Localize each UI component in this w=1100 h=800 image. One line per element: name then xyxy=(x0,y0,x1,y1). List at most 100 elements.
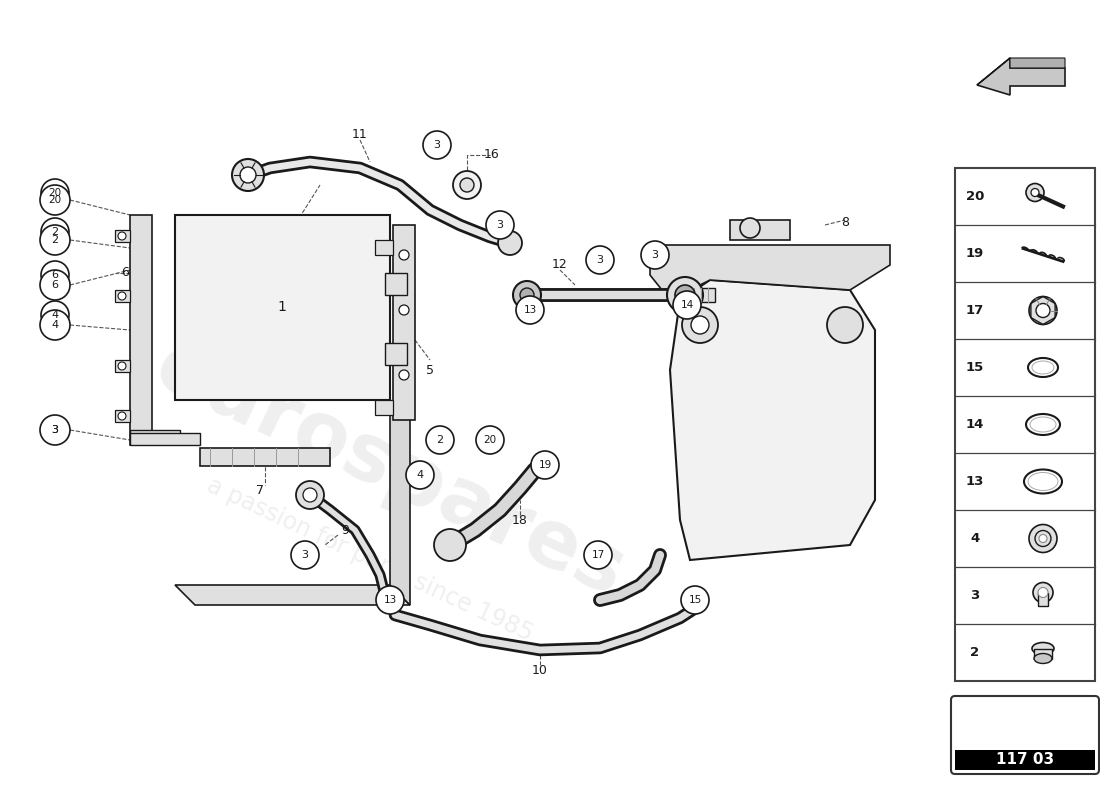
Polygon shape xyxy=(977,58,1065,95)
Text: 15: 15 xyxy=(966,361,984,374)
Circle shape xyxy=(118,232,127,240)
Text: 13: 13 xyxy=(384,595,397,605)
Circle shape xyxy=(41,261,69,289)
Circle shape xyxy=(453,171,481,199)
Circle shape xyxy=(681,586,710,614)
Text: 3: 3 xyxy=(496,220,504,230)
Text: 10: 10 xyxy=(532,663,548,677)
Text: 1: 1 xyxy=(277,300,286,314)
Text: 3: 3 xyxy=(301,550,308,560)
Text: 15: 15 xyxy=(689,595,702,605)
Bar xyxy=(130,433,200,445)
Circle shape xyxy=(41,218,69,246)
Circle shape xyxy=(1031,189,1040,197)
Circle shape xyxy=(41,416,69,444)
Text: 5: 5 xyxy=(426,363,434,377)
Circle shape xyxy=(513,281,541,309)
Text: 3: 3 xyxy=(970,589,980,602)
Text: 13: 13 xyxy=(524,305,537,315)
Text: 4: 4 xyxy=(970,532,980,545)
Text: 3: 3 xyxy=(52,425,58,435)
Circle shape xyxy=(1033,582,1053,602)
Text: 6: 6 xyxy=(52,280,58,290)
Circle shape xyxy=(434,529,466,561)
Circle shape xyxy=(691,316,710,334)
Circle shape xyxy=(232,159,264,191)
Circle shape xyxy=(740,218,760,238)
Circle shape xyxy=(641,241,669,269)
Text: 20: 20 xyxy=(966,190,984,203)
Circle shape xyxy=(40,415,70,445)
Circle shape xyxy=(40,270,70,300)
Text: 2: 2 xyxy=(52,227,58,237)
Text: 2: 2 xyxy=(52,235,58,245)
Text: 3: 3 xyxy=(596,255,604,265)
Text: 4: 4 xyxy=(52,320,58,330)
Text: 13: 13 xyxy=(966,475,984,488)
Text: 3: 3 xyxy=(433,140,440,150)
Text: 3: 3 xyxy=(651,250,659,260)
Circle shape xyxy=(586,246,614,274)
Text: 14: 14 xyxy=(966,418,984,431)
Bar xyxy=(393,225,415,420)
Circle shape xyxy=(1028,297,1057,325)
Bar xyxy=(130,430,180,440)
Circle shape xyxy=(376,586,404,614)
Bar xyxy=(1038,593,1048,606)
Text: 2: 2 xyxy=(970,646,980,659)
Circle shape xyxy=(682,307,718,343)
Circle shape xyxy=(40,225,70,255)
Circle shape xyxy=(516,296,544,324)
Bar xyxy=(175,215,390,400)
Circle shape xyxy=(399,305,409,315)
Circle shape xyxy=(40,185,70,215)
Polygon shape xyxy=(650,245,890,300)
Bar xyxy=(1034,649,1052,658)
Text: 6: 6 xyxy=(52,270,58,280)
Bar xyxy=(730,220,790,240)
Circle shape xyxy=(118,292,127,300)
Circle shape xyxy=(673,291,701,319)
Circle shape xyxy=(424,131,451,159)
Circle shape xyxy=(1026,183,1044,202)
Circle shape xyxy=(41,179,69,207)
Circle shape xyxy=(399,250,409,260)
Bar xyxy=(680,288,715,302)
Circle shape xyxy=(520,288,534,302)
Bar xyxy=(385,273,407,295)
Circle shape xyxy=(1040,534,1047,542)
Text: 6: 6 xyxy=(121,266,129,279)
Circle shape xyxy=(460,178,474,192)
Bar xyxy=(116,410,130,422)
Text: 17: 17 xyxy=(966,304,984,317)
Circle shape xyxy=(426,426,454,454)
Text: 17: 17 xyxy=(592,550,605,560)
Text: eurospares: eurospares xyxy=(143,327,637,613)
Text: 14: 14 xyxy=(681,300,694,310)
Circle shape xyxy=(498,231,522,255)
Text: 12: 12 xyxy=(552,258,568,271)
Circle shape xyxy=(296,481,324,509)
Bar xyxy=(955,168,1094,681)
Text: 20: 20 xyxy=(48,195,62,205)
Circle shape xyxy=(667,277,703,313)
Circle shape xyxy=(827,307,864,343)
Circle shape xyxy=(1038,587,1048,598)
Text: 2: 2 xyxy=(437,435,443,445)
Ellipse shape xyxy=(1032,642,1054,654)
FancyBboxPatch shape xyxy=(952,696,1099,774)
Text: a passion for parts since 1985: a passion for parts since 1985 xyxy=(204,474,537,646)
Circle shape xyxy=(40,310,70,340)
Bar xyxy=(385,343,407,365)
Polygon shape xyxy=(175,585,410,605)
Circle shape xyxy=(240,167,256,183)
Bar xyxy=(116,230,130,242)
Circle shape xyxy=(118,412,127,420)
Text: 20: 20 xyxy=(48,188,62,198)
Text: 16: 16 xyxy=(484,149,499,162)
Circle shape xyxy=(399,370,409,380)
Circle shape xyxy=(531,451,559,479)
Text: 9: 9 xyxy=(341,523,349,537)
Ellipse shape xyxy=(1034,654,1052,663)
Circle shape xyxy=(292,541,319,569)
